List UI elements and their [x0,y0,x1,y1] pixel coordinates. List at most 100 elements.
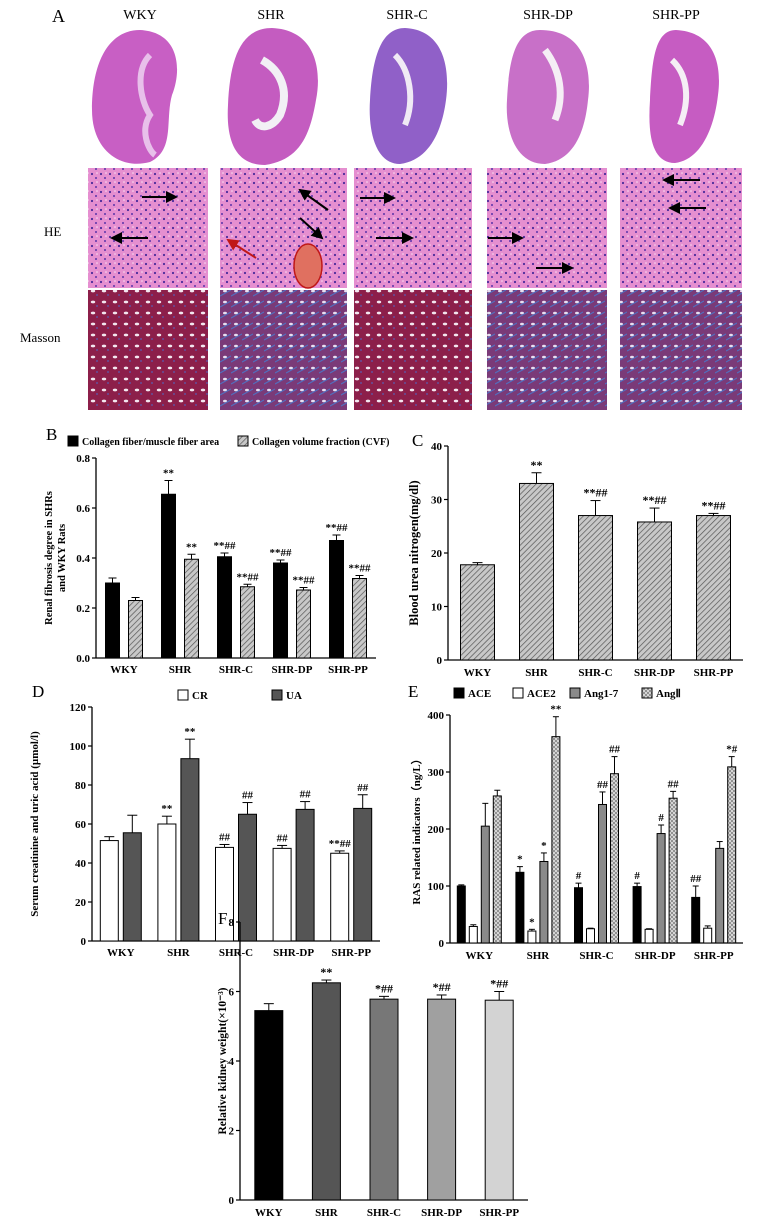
group-label-shr-c: SHR-C [386,8,427,23]
significance-mark: *## [490,977,508,991]
y-tick-label: 40 [75,858,87,870]
x-tick-label: SHR-PP [331,947,371,959]
x-tick-label: SHR-C [219,664,253,676]
bar-b-shr [184,558,199,659]
significance-mark: **## [329,838,352,850]
y-tick-label: 100 [70,741,87,753]
bar-b-shr-dp [273,562,288,659]
bar-c-shr-c [578,515,613,661]
significance-mark: *# [726,744,738,756]
significance-mark: ** [320,965,332,979]
bar-f-shr-c [369,998,399,1201]
x-tick-label: SHR-DP [421,1207,462,1219]
significance-mark: **## [214,540,237,552]
significance-mark: **## [293,575,316,587]
group-label-shr-dp: SHR-DP [523,8,573,23]
x-tick-label: SHR-C [367,1207,401,1219]
y-axis-label: and WKY Rats [57,524,68,592]
x-tick-label: SHR [315,1207,339,1219]
significance-mark: ** [184,726,196,738]
significance-mark: **## [349,563,372,575]
significance-mark: ## [277,832,289,844]
bar-b-shr-c [240,586,255,659]
significance-mark: * [541,840,547,852]
x-tick-label: SHR-DP [273,947,314,959]
annotation-red-arrow [226,238,257,259]
bar-d-wky [99,840,119,942]
significance-mark: ** [531,458,543,472]
x-tick-label: SHR [525,667,549,679]
chart-f-relative-kidney-weight: F 0 2 4 6 8 Relative kidney weight(×10⁻³) WKY SH… [217,909,528,1219]
chart-c-blood-urea-nitrogen: C 0 10 20 30 40 Blood urea nitrogen(mg/dl) WKY S… [407,431,743,679]
legend-label: CR [192,690,209,702]
legend-label: Collagen volume fraction (CVF) [252,437,389,448]
bar-f-shr-dp [427,998,457,1201]
significance-mark: ** [550,704,562,716]
kidney-section-shr-dp [506,30,589,164]
y-axis-label: Blood urea nitrogen(mg/dl) [407,480,421,625]
y-tick-label: 60 [75,819,87,831]
legend-swatch [177,689,189,701]
he-image-shr-c [354,168,472,288]
highlight-ellipse [293,243,323,289]
y-tick-label: 0 [229,1195,235,1207]
y-axis-label: Relative kidney weight(×10⁻³) [217,987,229,1134]
kidney-section-shr-c [369,28,448,164]
significance-mark: ** [161,803,173,815]
x-tick-label: SHR-PP [694,667,734,679]
significance-mark: **## [270,547,293,559]
y-tick-label: 6 [229,987,235,999]
x-tick-label: WKY [255,1207,283,1219]
group-label-shr: SHR [257,8,285,23]
significance-mark: # [634,870,640,882]
he-image-shr-dp [487,168,607,288]
panel-label-e: E [408,683,418,701]
legend-swatch [569,687,581,699]
legend-swatch [237,435,249,447]
chart-e-ras-indicators: E 0 100 200 300 400 RAS related indicators（ng/… [408,683,743,960]
panel-label-f: F [218,909,227,928]
row-label-masson: Masson [20,330,61,345]
significance-mark: ## [357,782,369,794]
bar-d-shr-c [215,846,234,942]
significance-mark: **## [237,571,260,583]
bar-e-shr-c [610,773,619,944]
y-tick-label: 0.0 [76,653,90,665]
x-tick-label: SHR-PP [479,1207,519,1219]
y-tick-label: 4 [229,1056,235,1068]
x-tick-label: SHR-DP [272,664,313,676]
x-tick-label: SHR-PP [328,664,368,676]
bar-d-shr [157,823,177,942]
x-tick-label: WKY [464,667,492,679]
x-tick-label: SHR-C [579,950,613,960]
significance-mark: ## [668,778,680,790]
y-tick-label: 8 [229,917,235,929]
x-tick-label: SHR-C [219,947,253,959]
legend-swatch [453,687,465,699]
bar-e-shr [527,930,537,944]
he-image-shr [220,168,347,288]
bar-b-shr-c [217,556,232,659]
y-tick-label: 300 [428,767,445,779]
bar-d-shr [180,758,200,942]
legend-label: Ang1-7 [584,688,619,700]
y-tick-label: 400 [428,710,445,722]
bar-c-wky [460,564,495,661]
legend-label: AngⅡ [656,688,681,700]
legend-label: Collagen fiber/muscle fiber area [82,437,219,448]
y-axis-label: Serum creatinine and uric acid (µmol/l) [29,731,41,917]
he-image-shr-pp [620,168,742,288]
y-axis-label: RAS related indicators（ng/L） [410,753,423,904]
bar-b-wky [105,582,120,659]
significance-mark: **## [584,486,608,500]
panel-label-c: C [412,431,423,450]
x-tick-label: SHR-DP [635,950,676,960]
kidney-section-shr-pp [649,30,719,163]
y-tick-label: 0.6 [76,503,90,515]
bar-f-shr [311,982,341,1201]
panel-a-label: A [52,6,65,26]
masson-image-shr-c [354,290,472,410]
annotation-arrow [298,188,329,211]
panel-label-b: B [46,425,57,444]
masson-image-row [88,290,742,410]
